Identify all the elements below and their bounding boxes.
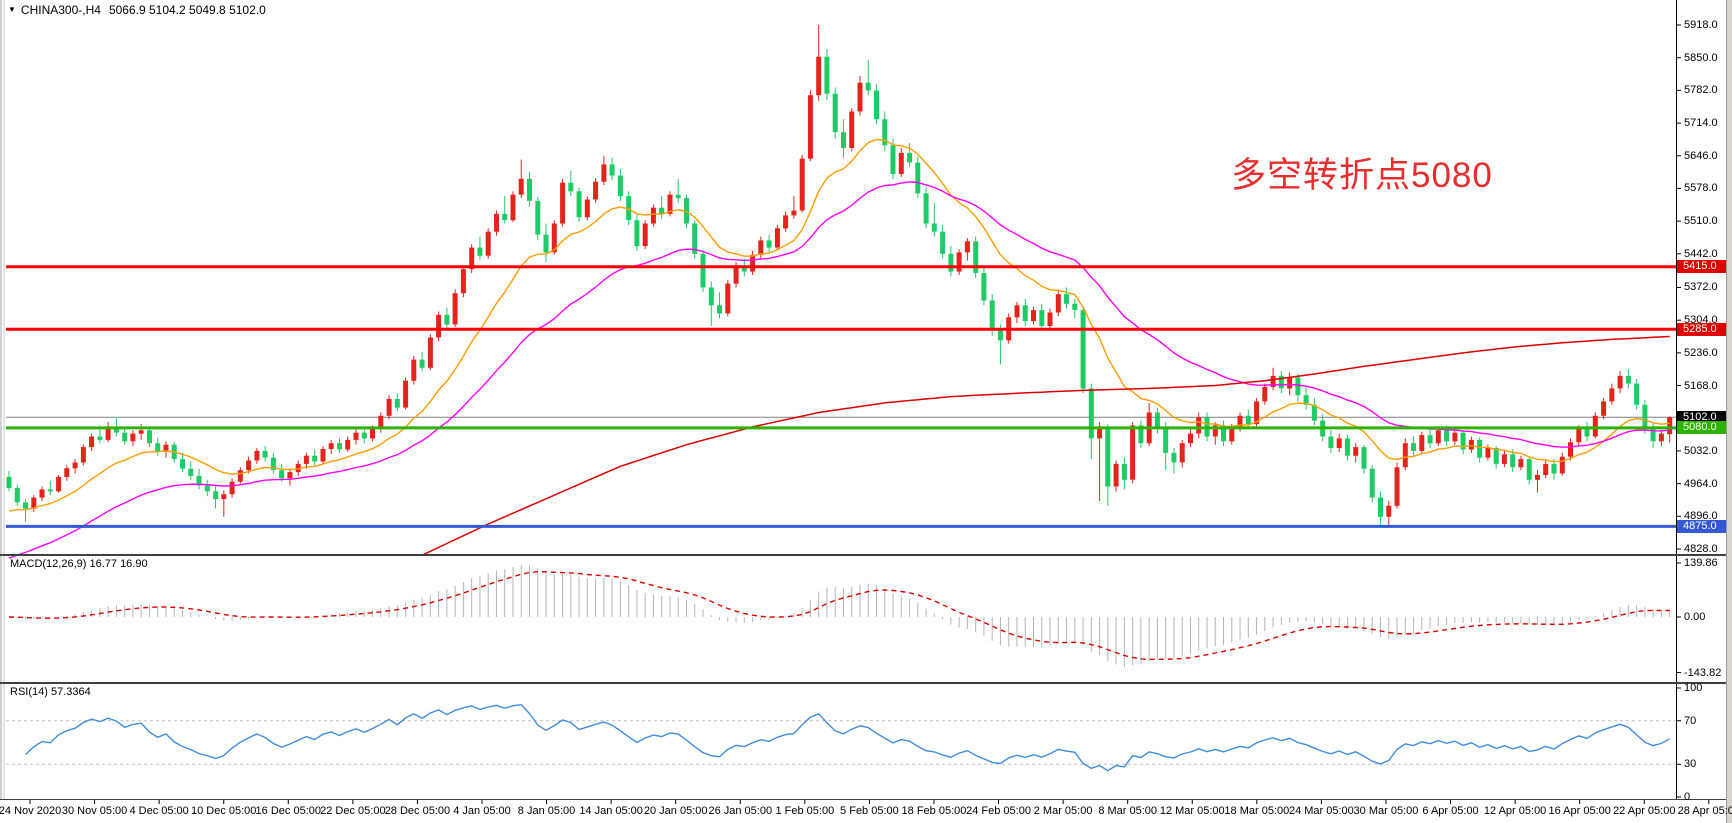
price-scale-label: 5372.0 xyxy=(1684,281,1718,294)
rsi-indicator-label: RSI(14) 57.3364 xyxy=(10,686,91,698)
date-label: 6 Apr 05:00 xyxy=(1422,805,1479,817)
price-scale-label: 4828.0 xyxy=(1684,542,1718,555)
macd-current-values: 16.77 16.90 xyxy=(89,558,148,570)
chart-header: ▼ CHINA300-,H4 5066.9 5104.2 5049.8 5102.0 xyxy=(8,3,266,17)
price-scale-label: 4964.0 xyxy=(1684,477,1718,490)
symbol-dropdown-icon[interactable]: ▼ xyxy=(8,5,16,14)
date-label: 30 Mar 05:00 xyxy=(1353,805,1419,817)
price-scale-label: 5850.0 xyxy=(1684,51,1718,64)
rsi-scale-label: 0 xyxy=(1684,791,1691,803)
date-label: 14 Jan 05:00 xyxy=(579,805,643,817)
date-label: 26 Jan 05:00 xyxy=(708,805,773,817)
rsi-scale-label: 100 xyxy=(1684,682,1703,694)
date-label: 2 Mar 05:00 xyxy=(1033,805,1093,817)
symbol-timeframe-label: CHINA300-,H4 xyxy=(20,3,101,17)
price-badge-5285.0: 5285.0 xyxy=(1677,322,1726,336)
date-label: 22 Dec 05:00 xyxy=(320,805,386,817)
date-label: 4 Dec 05:00 xyxy=(129,805,189,817)
date-label: 10 Dec 05:00 xyxy=(190,805,257,817)
price-scale-label: 5646.0 xyxy=(1684,149,1718,162)
price-scale-label: 5714.0 xyxy=(1684,117,1718,130)
price-scale-label: 5510.0 xyxy=(1684,215,1718,228)
price-scale-label: 5032.0 xyxy=(1684,444,1718,457)
date-label: 16 Dec 05:00 xyxy=(255,805,321,817)
date-label: 12 Mar 05:00 xyxy=(1159,805,1225,817)
date-label: 18 Mar 05:00 xyxy=(1224,805,1290,817)
date-label: 1 Feb 05:00 xyxy=(775,805,835,817)
price-scale-label: 4896.0 xyxy=(1684,510,1718,523)
price-scale-label: 5442.0 xyxy=(1684,247,1718,260)
macd-scale-label: -143.82 xyxy=(1684,666,1722,679)
macd-scale-label: 139.86 xyxy=(1684,556,1718,569)
date-label: 24 Mar 05:00 xyxy=(1288,805,1354,817)
date-label: 4 Jan 05:00 xyxy=(453,805,511,817)
date-label: 22 Apr 05:00 xyxy=(1613,805,1676,817)
date-label: 5 Feb 05:00 xyxy=(840,805,899,817)
macd-scale-label: 0.00 xyxy=(1684,611,1706,623)
macd-label-name: MACD(12,26,9) xyxy=(10,558,87,570)
price-scale-label: 5782.0 xyxy=(1684,84,1718,97)
date-label: 8 Jan 05:00 xyxy=(517,805,576,817)
date-label: 8 Mar 05:00 xyxy=(1098,805,1158,817)
macd-rsi-separator[interactable] xyxy=(0,682,1732,684)
date-label: 18 Feb 05:00 xyxy=(901,805,967,817)
rsi-label-name: RSI(14) xyxy=(10,686,48,698)
bull-bear-turning-point-annotation: 多空转折点5080 xyxy=(1231,156,1493,195)
price-badge-5415.0: 5415.0 xyxy=(1677,260,1726,274)
date-label: 24 Feb 05:00 xyxy=(966,805,1031,817)
date-label: 28 Apr 05:00 xyxy=(1677,805,1732,817)
price-badge-5102.0: 5102.0 xyxy=(1677,410,1726,424)
main-macd-separator[interactable] xyxy=(0,554,1732,556)
price-badge-5080.0: 5080.0 xyxy=(1677,421,1726,435)
date-label: 12 Apr 05:00 xyxy=(1483,805,1547,817)
price-scale-label: 5918.0 xyxy=(1684,19,1718,31)
rsi-current-value: 57.3364 xyxy=(50,686,91,698)
ohlc-values: 5066.9 5104.2 5049.8 5102.0 xyxy=(108,3,266,17)
macd-indicator-label: MACD(12,26,9) 16.77 16.90 xyxy=(10,558,148,570)
price-scale-label: 5578.0 xyxy=(1684,182,1718,195)
date-label: 30 Nov 05:00 xyxy=(61,805,128,817)
date-label: 20 Jan 05:00 xyxy=(643,805,708,817)
date-label: 16 Apr 05:00 xyxy=(1548,805,1611,817)
price-scale-label: 5168.0 xyxy=(1684,379,1718,392)
rsi-scale-label: 30 xyxy=(1684,758,1697,771)
date-label: 28 Dec 05:00 xyxy=(384,805,451,817)
rsi-dateaxis-separator xyxy=(0,799,1732,800)
price-scale-label: 5236.0 xyxy=(1684,346,1718,359)
rsi-scale-label: 70 xyxy=(1684,714,1697,727)
right-scrollbar-strip[interactable] xyxy=(1726,0,1732,823)
date-label: 24 Nov 2020 xyxy=(0,805,62,817)
price-badge-4875.0: 4875.0 xyxy=(1677,519,1726,533)
